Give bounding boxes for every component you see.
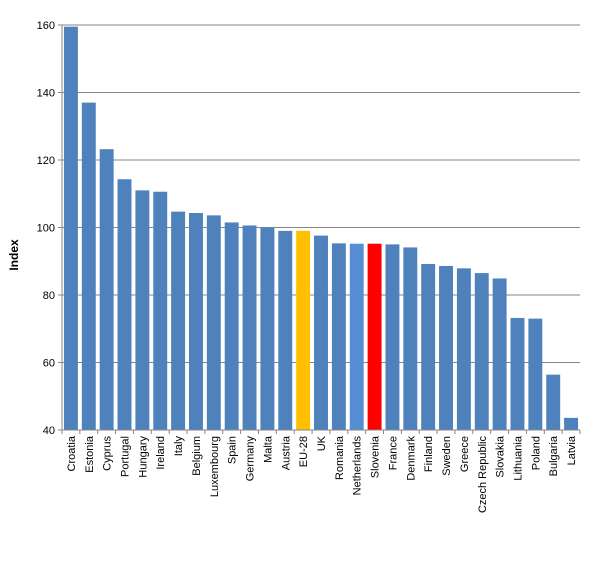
bar-estonia	[81, 102, 96, 430]
bar-hungary	[135, 190, 150, 430]
x-tick-label: Spain	[227, 436, 239, 464]
bar-czech-republic	[474, 273, 489, 430]
x-tick-label: Bulgaria	[548, 435, 560, 476]
bar-finland	[421, 263, 436, 430]
bar-uk	[314, 235, 328, 430]
y-axis-label: Index	[7, 239, 21, 271]
x-tick-label: Slovenia	[370, 435, 382, 478]
y-tick-label: 80	[43, 290, 55, 302]
x-tick-label: Italy	[173, 436, 185, 457]
x-tick-label: Lithuania	[512, 435, 524, 481]
bars	[63, 26, 579, 430]
x-tick-label: Finland	[423, 436, 435, 472]
x-tick-label: Germany	[245, 436, 257, 482]
y-tick-label: 40	[43, 425, 55, 437]
x-tick-label: Belgium	[191, 436, 203, 476]
x-tick-label: Hungary	[137, 436, 149, 478]
x-tick-label: Greece	[459, 436, 471, 472]
bar-spain	[224, 222, 239, 430]
y-tick-label: 60	[43, 358, 55, 370]
bar-france	[385, 244, 400, 430]
bar-denmark	[403, 247, 418, 430]
x-tick-labels: Croatia Estonia Cyprus Portugal Hungary Irela…	[61, 430, 581, 514]
x-tick-label: France	[387, 436, 399, 470]
y-tick-label: 120	[37, 155, 55, 167]
bar-bulgaria	[546, 374, 561, 430]
bar-latvia	[564, 417, 579, 430]
x-tick-label: Estonia	[84, 435, 96, 473]
bar-cyprus	[99, 149, 114, 430]
x-tick-label: Portugal	[120, 436, 132, 477]
x-tick-label: Slovakia	[495, 435, 507, 477]
x-tick-label: Cyprus	[102, 436, 114, 471]
x-tick-label: Poland	[530, 436, 542, 470]
bar-portugal	[117, 179, 132, 430]
bar-poland	[528, 318, 543, 430]
bar-ireland	[153, 191, 168, 430]
x-tick-label: Croatia	[66, 435, 78, 471]
bar-slovenia	[367, 243, 382, 430]
y-tick-labels: 40 60 80 100 120 140 160	[37, 20, 62, 437]
bar-italy	[171, 211, 186, 430]
bar-malta	[260, 227, 275, 430]
bar-lithuania	[510, 317, 525, 430]
bar-sweden	[439, 265, 454, 430]
x-tick-label: Austria	[280, 435, 292, 470]
bar-slovakia	[492, 278, 507, 430]
x-tick-label: Czech Republic	[477, 436, 489, 514]
x-tick-label: Ireland	[155, 436, 167, 470]
x-tick-label: EU-28	[298, 436, 310, 467]
bar-belgium	[188, 212, 203, 430]
y-tick-label: 160	[37, 20, 55, 32]
y-tick-label: 140	[37, 88, 55, 100]
x-tick-label: Netherlands	[352, 436, 364, 496]
x-tick-label: Malta	[262, 435, 274, 463]
bar-austria	[278, 230, 293, 430]
y-tick-label: 100	[37, 223, 55, 235]
bar-eu-28	[296, 230, 311, 430]
x-tick-label: Sweden	[441, 436, 453, 476]
bar-greece	[456, 268, 471, 430]
x-tick-label: Romania	[334, 435, 346, 480]
x-tick-label: Denmark	[405, 436, 417, 481]
x-tick-label: UK	[316, 435, 328, 451]
x-tick-label: Luxembourg	[209, 436, 221, 497]
bar-romania	[331, 243, 346, 430]
bar-netherlands	[349, 243, 364, 430]
x-tick-label: Latvia	[566, 435, 578, 465]
bar-germany	[242, 225, 257, 430]
bar-luxembourg	[206, 215, 221, 430]
bar-croatia	[63, 26, 78, 430]
